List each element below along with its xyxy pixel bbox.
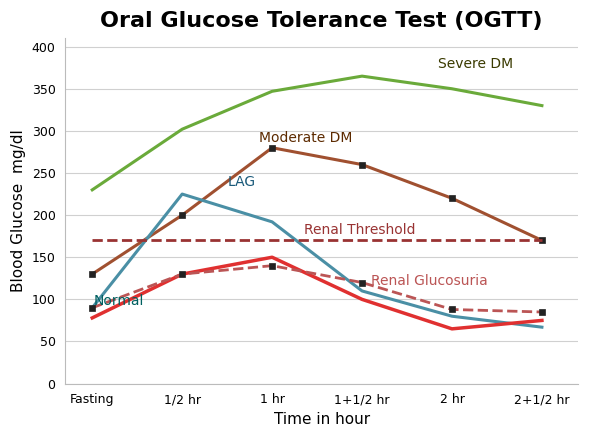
Text: Moderate DM: Moderate DM <box>259 131 352 145</box>
Title: Oral Glucose Tolerance Test (OGTT): Oral Glucose Tolerance Test (OGTT) <box>100 11 543 31</box>
Text: LAG: LAG <box>227 175 255 189</box>
Text: Normal: Normal <box>94 294 144 308</box>
Y-axis label: Blood Glucose  mg/dl: Blood Glucose mg/dl <box>11 130 26 292</box>
Text: Renal Glucosuria: Renal Glucosuria <box>371 274 488 288</box>
X-axis label: Time in hour: Time in hour <box>273 412 370 427</box>
Text: Severe DM: Severe DM <box>438 57 514 71</box>
Text: Renal Threshold: Renal Threshold <box>303 223 415 237</box>
